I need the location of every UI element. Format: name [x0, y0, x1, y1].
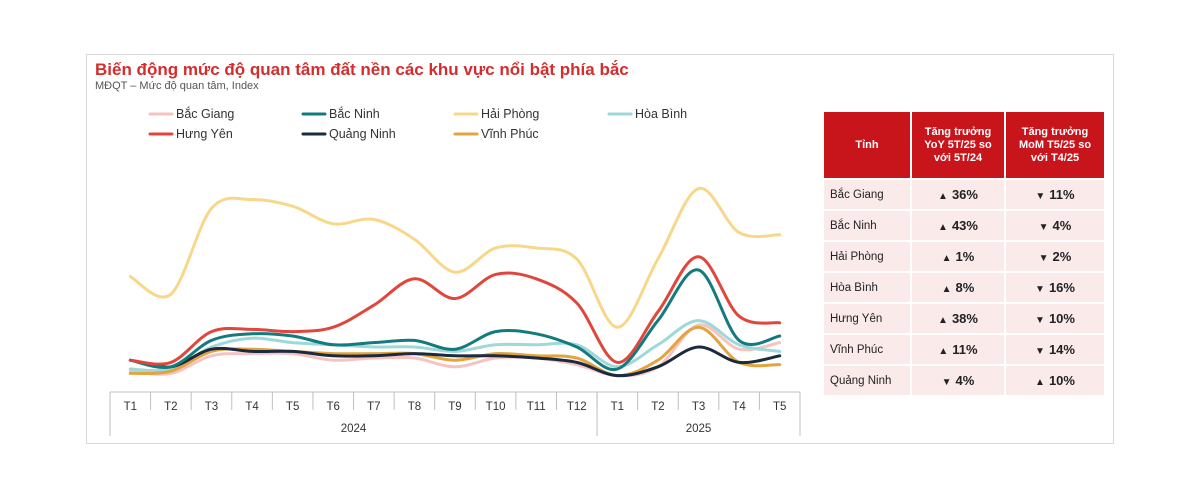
x-tick-label: T5: [773, 401, 786, 413]
legend-label: Bắc Ninh: [329, 106, 380, 121]
legend-label: Hải Phòng: [481, 107, 539, 121]
table-row: Bắc Ninh ▲ 43% ▼ 4%: [824, 211, 1104, 240]
mom-value-text: 10%: [1048, 311, 1075, 326]
year-label: 2024: [341, 423, 367, 435]
triangle-up-icon: ▲: [941, 253, 952, 264]
yoy-value-text: 8%: [955, 280, 975, 295]
yoy-value-text: 4%: [955, 373, 975, 388]
series-line-Bắc Ninh: [128, 268, 782, 372]
chart-subtitle: MĐQT – Mức độ quan tâm, Index: [95, 80, 259, 92]
yoy-value: ▲ 43%: [912, 211, 1004, 240]
province-name: Bắc Ninh: [824, 211, 910, 240]
growth-table: Tỉnh Tăng trưởng YoY 5T/25 so với 5T/24 …: [822, 110, 1106, 397]
x-tick-label: T7: [367, 401, 380, 413]
triangle-up-icon: ▲: [938, 346, 949, 357]
x-tick-label: T11: [527, 401, 546, 413]
province-name: Quảng Ninh: [824, 366, 910, 395]
x-tick-label: T9: [448, 401, 461, 413]
x-tick-label: T1: [124, 401, 137, 413]
series-line-Quảng Ninh: [128, 345, 782, 378]
table-row: Hưng Yên ▲ 38% ▼ 10%: [824, 304, 1104, 333]
x-tick-label: T3: [692, 401, 705, 413]
mom-value: ▲ 10%: [1006, 366, 1104, 395]
province-name: Hải Phòng: [824, 242, 910, 271]
table-header-yoy: Tăng trưởng YoY 5T/25 so với 5T/24: [912, 112, 1004, 178]
mom-value: ▼ 16%: [1006, 273, 1104, 302]
mom-value: ▼ 4%: [1006, 211, 1104, 240]
mom-value-text: 14%: [1048, 342, 1075, 357]
triangle-up-icon: ▲: [941, 284, 952, 295]
chart-title: Biến động mức độ quan tâm đất nền các kh…: [95, 60, 629, 79]
triangle-down-icon: ▼: [1035, 346, 1045, 357]
table-header-row: Tỉnh Tăng trưởng YoY 5T/25 so với 5T/24 …: [824, 112, 1104, 178]
yoy-value: ▲ 38%: [912, 304, 1004, 333]
x-tick-label: T4: [732, 401, 746, 413]
legend-label: Quảng Ninh: [329, 127, 396, 141]
triangle-down-icon: ▼: [941, 377, 952, 388]
triangle-down-icon: ▼: [1035, 191, 1046, 202]
x-tick-label: T12: [567, 401, 587, 413]
x-tick-label: T3: [205, 401, 218, 413]
table-row: Quảng Ninh ▼ 4% ▲ 10%: [824, 366, 1104, 395]
mom-value-text: 16%: [1048, 280, 1075, 295]
x-tick-label: T5: [286, 401, 299, 413]
mom-value-text: 10%: [1048, 373, 1075, 388]
yoy-value: ▼ 4%: [912, 366, 1004, 395]
yoy-value-text: 38%: [951, 311, 978, 326]
triangle-down-icon: ▼: [1038, 253, 1049, 264]
table-header-mom: Tăng trưởng MoM T5/25 so với T4/25: [1006, 112, 1104, 178]
yoy-value: ▲ 8%: [912, 273, 1004, 302]
series-line-Hải Phòng: [128, 187, 782, 329]
table-body: Bắc Giang ▲ 36% ▼ 11% Bắc Ninh ▲ 43% ▼ 4% Hải Phòn…: [824, 180, 1104, 395]
series-line-Hòa Bình: [128, 319, 782, 373]
legend-label: Hòa Bình: [635, 107, 687, 121]
province-name: Bắc Giang: [824, 180, 910, 209]
yoy-value-text: 36%: [951, 187, 978, 202]
triangle-down-icon: ▼: [1038, 222, 1049, 233]
x-tick-label: T1: [611, 401, 624, 413]
yoy-value: ▲ 36%: [912, 180, 1004, 209]
yoy-value-text: 1%: [955, 249, 975, 264]
mom-value: ▼ 10%: [1006, 304, 1104, 333]
legend-label: Bắc Giang: [176, 106, 234, 121]
mom-value: ▼ 2%: [1006, 242, 1104, 271]
table-header-province: Tỉnh: [824, 112, 910, 178]
x-tick-label: T6: [327, 401, 340, 413]
yoy-value-text: 43%: [951, 218, 978, 233]
yoy-value: ▲ 11%: [912, 335, 1004, 364]
x-tick-label: T2: [164, 401, 177, 413]
province-name: Vĩnh Phúc: [824, 335, 910, 364]
series-line-Bắc Giang: [128, 323, 782, 378]
triangle-down-icon: ▼: [1035, 315, 1045, 326]
legend-label: Hưng Yên: [176, 127, 233, 141]
yoy-value: ▲ 1%: [912, 242, 1004, 271]
mom-value-text: 4%: [1052, 218, 1072, 233]
triangle-up-icon: ▲: [938, 315, 948, 326]
table-row: Vĩnh Phúc ▲ 11% ▼ 14%: [824, 335, 1104, 364]
triangle-up-icon: ▲: [938, 191, 948, 202]
mom-value: ▼ 11%: [1006, 180, 1104, 209]
year-label: 2025: [686, 423, 712, 435]
x-tick-label: T10: [486, 401, 506, 413]
triangle-up-icon: ▲: [938, 222, 948, 233]
x-tick-label: T2: [651, 401, 664, 413]
triangle-down-icon: ▼: [1035, 284, 1045, 295]
mom-value: ▼ 14%: [1006, 335, 1104, 364]
triangle-up-icon: ▲: [1035, 377, 1045, 388]
x-tick-label: T8: [408, 401, 421, 413]
province-name: Hưng Yên: [824, 304, 910, 333]
table-row: Hải Phòng ▲ 1% ▼ 2%: [824, 242, 1104, 271]
series-line-Hưng Yên: [128, 255, 782, 366]
mom-value-text: 2%: [1052, 249, 1072, 264]
yoy-value-text: 11%: [952, 342, 978, 357]
table-row: Hòa Bình ▲ 8% ▼ 16%: [824, 273, 1104, 302]
province-name: Hòa Bình: [824, 273, 910, 302]
x-tick-label: T4: [245, 401, 259, 413]
table-row: Bắc Giang ▲ 36% ▼ 11%: [824, 180, 1104, 209]
legend-label: Vĩnh Phúc: [481, 127, 539, 141]
mom-value-text: 11%: [1049, 187, 1075, 202]
